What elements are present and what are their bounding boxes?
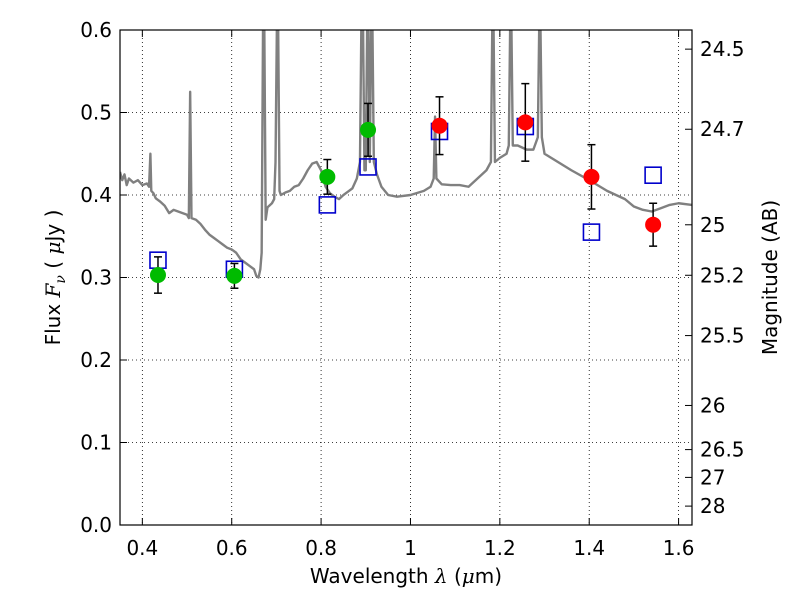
green-data-point — [319, 168, 336, 185]
x-tick-label: 0.4 — [126, 536, 158, 560]
y2-tick-label: 24.5 — [700, 37, 745, 61]
y-tick-label: 0.5 — [80, 101, 112, 125]
model-flux-square — [644, 166, 662, 184]
y-axis-title: Flux Fν ( μJy ) — [41, 210, 69, 346]
y2-tick-label: 25.5 — [700, 324, 745, 348]
y2-tick-label: 25.2 — [700, 263, 745, 287]
x-tick-label: 1.6 — [663, 536, 695, 560]
red-data-point — [431, 117, 448, 134]
y2-axis-title: Magnitude (AB) — [758, 200, 782, 355]
grid — [120, 30, 692, 525]
green-data-point — [149, 267, 166, 284]
y-tick-label: 0.0 — [80, 513, 112, 537]
green-data-point — [226, 267, 243, 284]
model-flux-square — [318, 196, 337, 214]
model-spectrum-line — [120, 30, 692, 279]
y2-tick-label: 26 — [700, 393, 725, 417]
y2-tick-label: 27 — [700, 465, 725, 489]
x-tick-label: 1 — [404, 536, 417, 560]
x-tick-label: 1.4 — [573, 536, 605, 560]
y-tick-label: 0.3 — [80, 266, 112, 290]
model-flux-square — [582, 223, 601, 241]
red-data-point — [583, 168, 600, 185]
y-tick-label: 0.2 — [80, 348, 112, 372]
x-tick-label: 0.8 — [305, 536, 337, 560]
y-tick-label: 0.6 — [80, 18, 112, 42]
y-tick-label: 0.4 — [80, 183, 112, 207]
data-layer — [120, 30, 692, 294]
red-data-point — [517, 114, 534, 131]
x-tick-label: 0.6 — [216, 536, 248, 560]
y-tick-label: 0.1 — [80, 431, 112, 455]
red-data-point — [645, 216, 662, 233]
plot-area — [120, 30, 692, 525]
y2-tick-label: 25 — [700, 213, 725, 237]
model-flux-square — [359, 158, 377, 176]
y2-tick-label: 24.7 — [700, 117, 745, 141]
x-tick-label: 1.2 — [484, 536, 516, 560]
axes-ticks: 0.4 0.6 0.8 1 1.2 1.4 1.6 0.0 0.1 0.2 0.3 0.4 0.5 0.6… — [80, 18, 744, 560]
x-axis-title: Wavelength λ (μm) — [310, 564, 502, 588]
y2-tick-label: 28 — [700, 494, 725, 518]
y2-tick-label: 26.5 — [700, 438, 745, 462]
green-data-point — [360, 121, 377, 138]
